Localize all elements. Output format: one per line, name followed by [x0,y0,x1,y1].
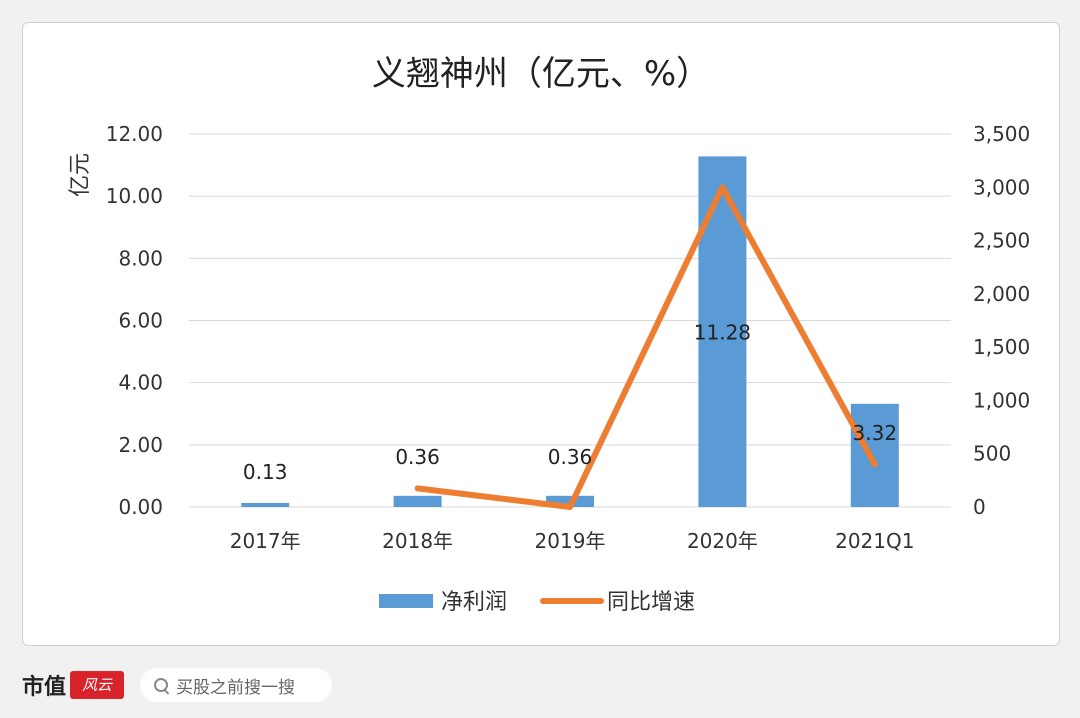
footer: 市值 风云 买股之前搜一搜 [0,660,1080,718]
chart: 义翘神州（亿元、%） 0.00 2.00 4.00 6.00 8.00 10.00 12.00… [68,54,1030,615]
y-right-tick-label: 2,500 [973,229,1030,253]
legend-swatch-bar [379,594,433,608]
bar [393,495,442,507]
y-left-tick-label: 8.00 [118,246,163,270]
chart-title: 义翘神州（亿元、%） [372,54,710,94]
bar-data-label: 0.36 [395,445,440,469]
y-right-tick-label: 0 [973,495,986,519]
bar-data-label: 3.32 [853,421,898,445]
bar-data-label: 0.36 [548,445,593,469]
bar [241,502,290,507]
y-left-tick-label: 6.00 [118,309,163,333]
y-left-axis-label: 亿元 [68,153,93,197]
legend-label: 净利润 [441,590,507,615]
brand-logo[interactable]: 市值 风云 [22,668,125,702]
y-right-tick-label: 1,000 [973,388,1030,412]
bar-data-label: 0.13 [243,460,288,484]
x-tick-label: 2021Q1 [835,529,914,553]
x-tick-label: 2020年 [687,529,758,553]
y-left-tick-label: 4.00 [118,371,163,395]
y-left-tick-label: 0.00 [118,495,163,519]
bar [850,403,899,507]
y-left-tick-label: 12.00 [106,122,163,146]
y-right-tick-label: 500 [973,442,1011,466]
search-box[interactable]: 买股之前搜一搜 [140,668,332,702]
line-series [414,184,878,510]
search-placeholder: 买股之前搜一搜 [176,677,295,698]
y-right-tick-label: 3,000 [973,175,1030,199]
brand-text: 市值 [22,675,67,700]
x-tick-label: 2018年 [382,529,453,553]
y-right-tick-label: 2,000 [973,282,1030,306]
y-left-tick-label: 10.00 [106,184,163,208]
search-icon [154,678,168,692]
y-left-tick-label: 2.00 [118,433,163,457]
legend-label: 同比增速 [607,590,695,615]
chart-card: 义翘神州（亿元、%） 0.00 2.00 4.00 6.00 8.00 10.00 12.00… [22,22,1060,646]
x-tick-label: 2019年 [535,529,606,553]
y-right-tick-label: 1,500 [973,335,1030,359]
bar-data-label: 11.28 [694,321,751,345]
y-right-tick-label: 3,500 [973,122,1030,146]
x-tick-label: 2017年 [230,529,301,553]
brand-logo-mark: 风云 [70,671,125,699]
